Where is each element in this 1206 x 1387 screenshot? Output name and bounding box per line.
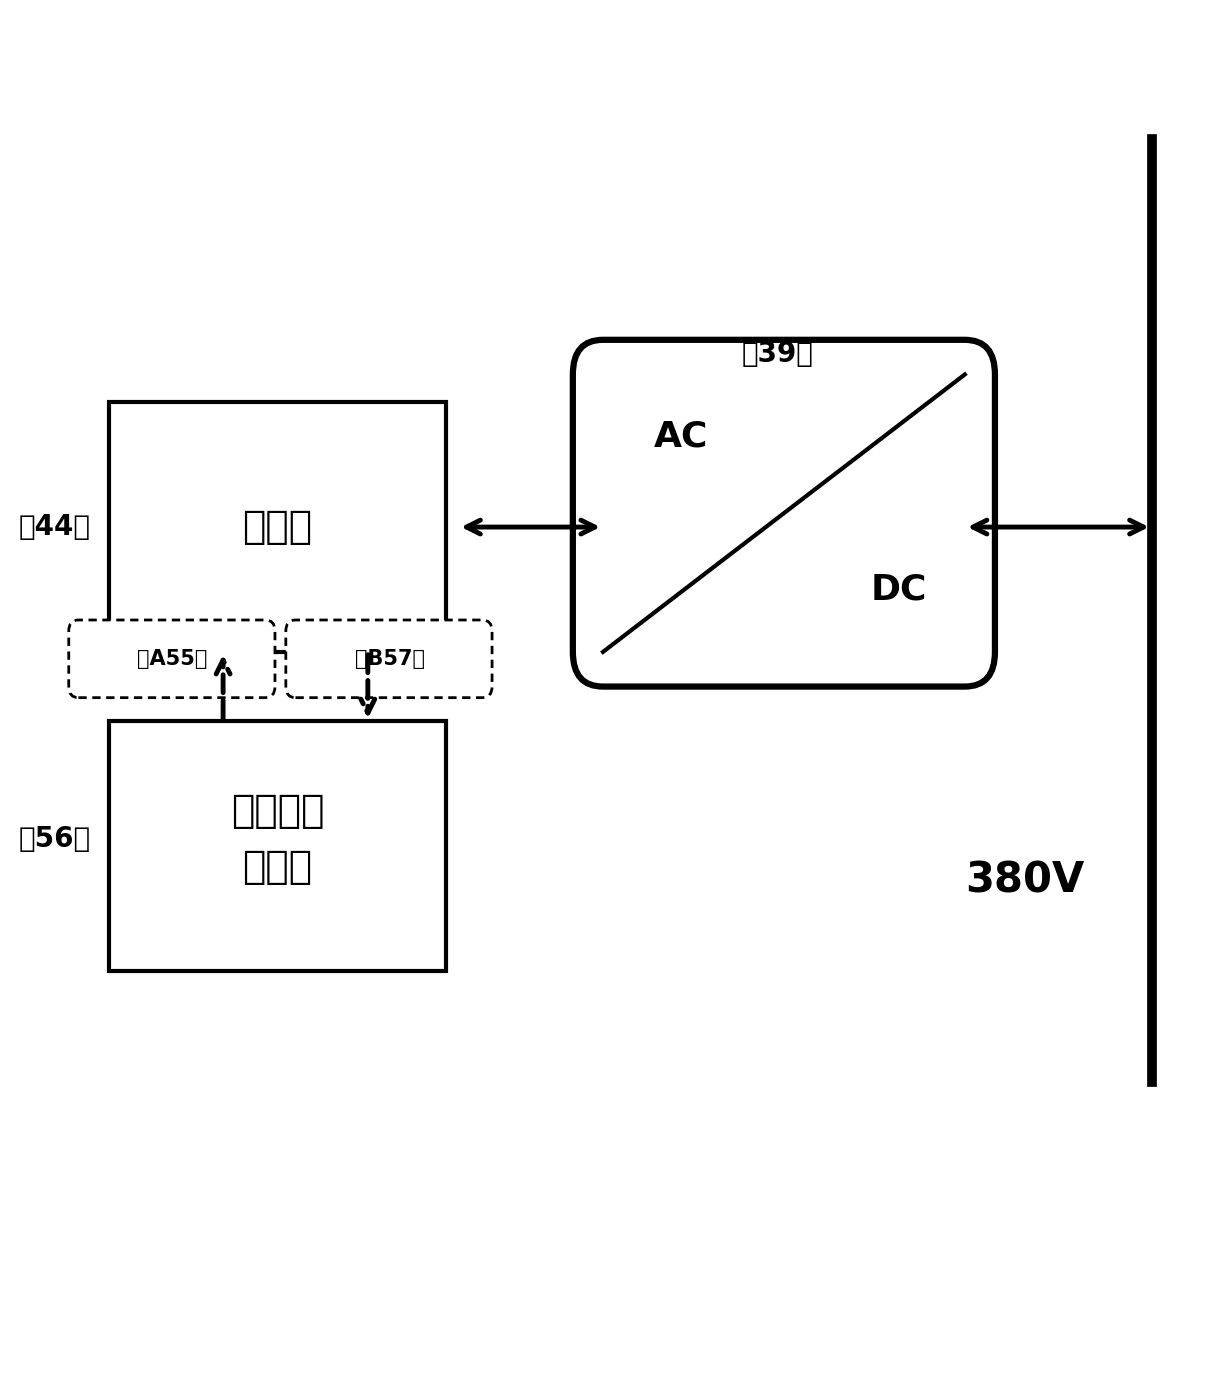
Text: 舣电池: 舣电池 xyxy=(242,847,312,886)
Text: AC: AC xyxy=(654,420,709,454)
Text: （44）: （44） xyxy=(18,513,90,541)
Bar xyxy=(109,721,446,971)
FancyBboxPatch shape xyxy=(573,340,995,687)
Text: （B57）: （B57） xyxy=(355,649,425,669)
Text: DC: DC xyxy=(871,573,926,606)
FancyBboxPatch shape xyxy=(286,620,492,698)
Text: 充电桩: 充电桩 xyxy=(242,508,312,546)
Bar xyxy=(109,402,446,652)
Text: （56）: （56） xyxy=(18,825,90,853)
Text: 380V: 380V xyxy=(966,860,1084,902)
Text: （39）: （39） xyxy=(742,340,814,368)
Text: 电动汽车: 电动汽车 xyxy=(230,792,324,831)
Text: （A55）: （A55） xyxy=(137,649,207,669)
FancyBboxPatch shape xyxy=(69,620,275,698)
